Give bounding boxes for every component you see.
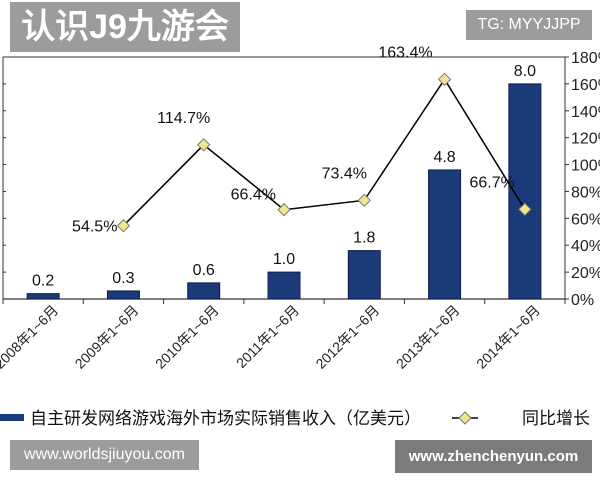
bar: [428, 169, 462, 300]
legend-line-marker: [458, 411, 472, 425]
growth-marker: [197, 138, 211, 152]
x-tick-label: 2010年1~6月: [152, 302, 222, 372]
right-tick-label: 100%: [571, 158, 600, 175]
right-tick-label: 20%: [571, 265, 600, 282]
growth-label: 54.5%: [72, 219, 117, 236]
growth-marker: [437, 72, 452, 87]
bar: [267, 271, 301, 300]
growth-label: 66.4%: [231, 187, 276, 204]
bar: [347, 250, 381, 300]
right-tick-label: 0%: [571, 292, 594, 309]
watermark-worldsjiuyou: www.worldsjiuyou.com: [10, 440, 199, 470]
watermark-tg: TG: MYYJJPP: [466, 10, 592, 40]
right-tick-label: 60%: [571, 211, 600, 228]
right-tick-label: 140%: [571, 104, 600, 121]
growth-label: 66.7%: [469, 174, 514, 191]
bar: [26, 293, 60, 300]
right-tick-label: 40%: [571, 238, 600, 255]
bar-label: 1.0: [273, 251, 295, 268]
legend-bar-swatch: [0, 414, 24, 421]
bar-label: 0.2: [32, 273, 54, 290]
right-tick-label: 120%: [571, 131, 600, 148]
growth-marker: [277, 203, 291, 217]
bar: [187, 282, 221, 300]
bar-label: 0.6: [193, 262, 215, 279]
growth-line: [122, 77, 526, 227]
legend-line-label: 同比增长: [522, 409, 590, 428]
right-tick-label: 180%: [571, 50, 600, 67]
x-tick-label: 2011年1~6月: [233, 302, 302, 371]
right-tick-label: 80%: [571, 184, 600, 201]
x-tick-label: 2014年1~6月: [473, 302, 543, 372]
growth-label: 163.4%: [378, 44, 432, 61]
bar: [106, 290, 140, 300]
growth-marker: [116, 219, 131, 233]
growth-label: 114.7%: [157, 110, 210, 127]
x-tick-label: 2008年1~6月: [0, 302, 61, 372]
growth-marker: [357, 193, 371, 208]
growth-label: 73.4%: [322, 165, 367, 182]
growth-marker: [518, 202, 532, 217]
watermark-center: 认识J9九游会: [10, 2, 240, 52]
bar-label: 8.0: [514, 63, 536, 80]
bar-label: 4.8: [433, 149, 455, 166]
watermark-zhenchenyun: www.zhenchenyun.com: [395, 440, 592, 473]
x-tick-label: 2013年1~6月: [393, 302, 463, 372]
right-tick-label: 160%: [571, 77, 600, 94]
x-tick-label: 2012年1~6月: [312, 302, 382, 372]
legend-bar-label: 自主研发网络游戏海外市场实际销售收入（亿美元）: [30, 409, 421, 428]
bar-label: 0.3: [112, 270, 134, 287]
x-tick-label: 2009年1~6月: [72, 302, 142, 372]
bar-label: 1.8: [353, 230, 375, 247]
